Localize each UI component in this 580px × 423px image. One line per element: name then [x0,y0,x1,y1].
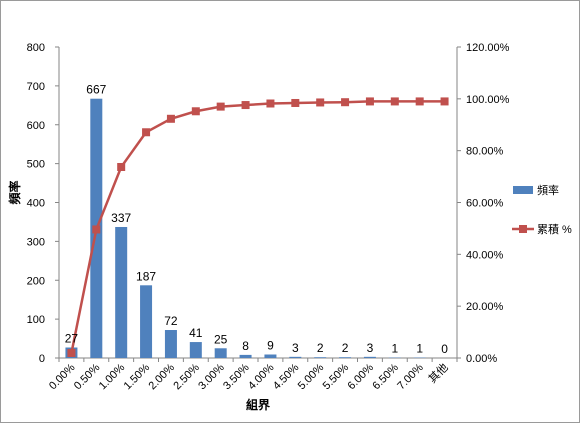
y-tick-label: 0 [39,353,45,365]
y-tick-label: 300 [27,236,45,248]
legend: 頻率 累積 % [512,183,572,236]
y2-tick-label: 0.00% [466,353,497,365]
x-tick-label: 0.50% [72,361,103,392]
bar-data-label: 187 [136,269,156,283]
cumulative-point [67,348,76,357]
bar-data-label: 25 [214,332,228,346]
y-tick-label: 600 [27,120,45,132]
bar [314,357,327,358]
y-tick-label: 500 [27,159,45,171]
cumulative-point [316,98,325,107]
y-tick-label: 800 [27,42,45,54]
data-labels: 27 667 337 187 72 41 25 8 9 3 2 2 3 1 1 0 [65,83,448,356]
cumulative-point [415,97,424,106]
legend-line-marker [519,225,527,233]
bar [214,348,227,358]
y2-tick-label: 80.00% [466,146,504,158]
x-tick-label: 4.00% [246,361,277,392]
cumulative-point [117,162,126,171]
bar-data-label: 27 [65,332,79,346]
cumulative-point [291,98,300,107]
cumulative-point [440,97,449,106]
y-axis-title: 頻率 [7,180,22,204]
cumulative-point [390,97,399,106]
x-tick-label: 2.50% [171,361,202,392]
legend-bar-swatch [513,186,533,194]
y-tick-label: 200 [27,275,45,287]
x-tick-label: 5.00% [296,361,327,392]
bar [239,354,252,358]
bar-data-label: 2 [342,341,349,355]
x-tick-label: 其他 [426,361,451,386]
cumulative-line [70,100,445,354]
bar [339,357,352,358]
cumulative-point [191,107,200,116]
bar-data-label: 337 [111,211,131,225]
cumulative-point [365,97,374,106]
cumulative-point [142,128,151,137]
x-tick-label: 0.00% [47,361,78,392]
y-tick-label: 400 [27,198,45,210]
x-tick-label: 1.50% [122,361,153,392]
bar [115,226,128,358]
legend-line-label: 累積 % [537,222,572,236]
x-tick-label: 6.50% [370,361,401,392]
bar-data-label: 3 [367,341,374,355]
bar [140,285,153,358]
cumulative-point [266,99,275,108]
legend-bar-label: 頻率 [537,183,559,197]
y2-tick-label: 60.00% [466,198,504,210]
bar-series [65,98,426,359]
x-tick-label: 6.00% [346,361,377,392]
cumulative-point [92,225,101,234]
y2-tick-label: 20.00% [466,301,504,313]
y-tick-label: 100 [27,314,45,326]
x-tick-label: 3.00% [196,361,227,392]
y-tick-label: 700 [27,81,45,93]
cumulative-point [216,102,225,111]
bar-data-label: 1 [416,342,423,356]
bar [164,330,177,358]
x-tick-label: 2.00% [147,361,178,392]
x-tick-label: 5.50% [321,361,352,392]
cumulative-point [241,101,250,110]
x-tick-label: 4.50% [271,361,302,392]
cumulative-point [166,114,175,123]
x-tick-label: 3.50% [221,361,252,392]
bar-data-label: 41 [189,326,203,340]
bar-data-label: 2 [317,341,324,355]
y2-tick-label: 100.00% [466,94,510,106]
x-tick-label: 1.00% [97,361,128,392]
cumulative-point [341,98,350,107]
bar-data-label: 72 [164,314,178,328]
bar-data-label: 1 [391,342,398,356]
x-tick-label: 7.00% [395,361,426,392]
bar-data-label: 3 [292,341,299,355]
bar [363,356,376,358]
x-axis-title: 組界 [246,397,270,412]
bar-data-label: 8 [242,339,249,353]
bar-data-label: 9 [267,339,274,353]
bar-data-label: 0 [441,342,448,356]
line-series [67,97,449,357]
bar [189,342,202,358]
bar [264,354,277,358]
bar [289,356,302,358]
y2-tick-label: 40.00% [466,249,504,261]
bar-data-label: 667 [86,83,106,97]
y2-tick-label: 120.00% [466,42,510,54]
